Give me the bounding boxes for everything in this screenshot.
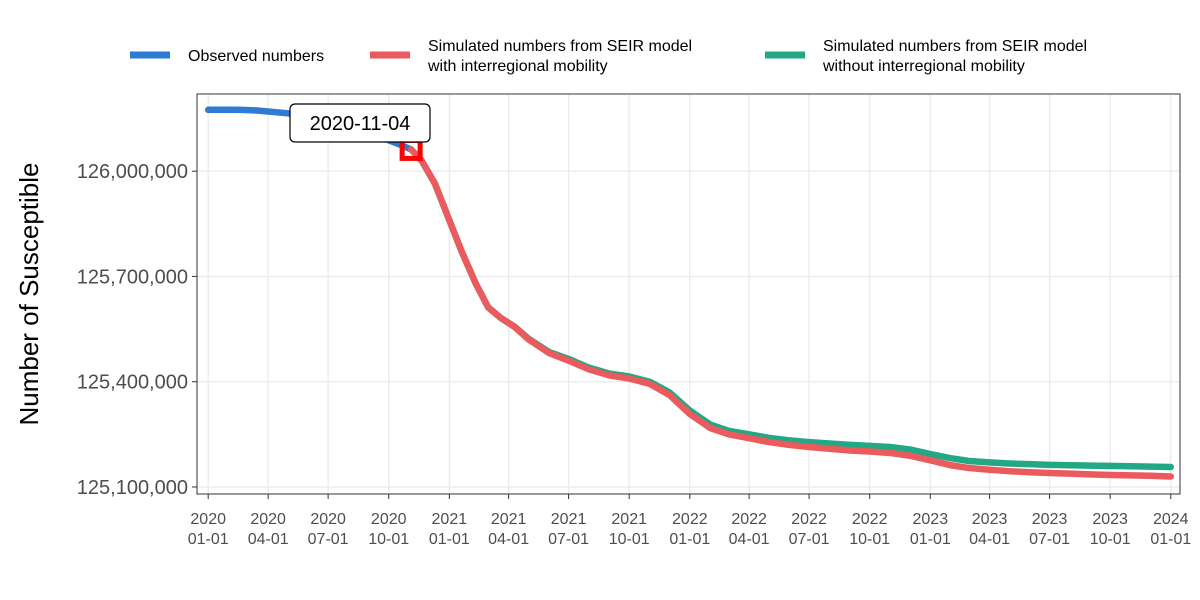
x-tick-label: 2022 10-01 (849, 511, 890, 548)
legend-item: Simulated numbers from SEIR model without… (765, 38, 1087, 75)
x-tick-label: 2023 10-01 (1090, 511, 1131, 548)
x-tick-label: 2022 04-01 (729, 511, 770, 548)
y-axis: 125,100,000 125,400,000 125,700,000 126,000… (77, 161, 197, 499)
x-tick-label: 2022 01-01 (669, 511, 710, 548)
legend-label: Simulated numbers from SEIR model without… (822, 38, 1087, 75)
legend-item: Simulated numbers from SEIR model with in… (370, 38, 692, 75)
gridlines (197, 94, 1180, 494)
x-tick-label: 2020 07-01 (308, 511, 349, 548)
annotation-group: 2020-11-04 (289, 103, 431, 161)
x-tick-label: 2024 01-01 (1150, 511, 1191, 548)
x-tick-label: 2023 01-01 (910, 511, 951, 548)
plot-area (197, 94, 1180, 494)
y-tick-label: 125,100,000 (77, 477, 188, 499)
x-tick-label: 2023 07-01 (1029, 511, 1070, 548)
x-tick-label: 2021 04-01 (488, 511, 529, 548)
legend-label: Observed numbers (188, 48, 324, 65)
y-tick-label: 125,400,000 (77, 372, 188, 394)
series-line-with-mobility (407, 146, 1175, 480)
date-callout-label: 2020-11-04 (310, 113, 411, 135)
x-tick-label: 2020 01-01 (188, 511, 229, 548)
x-axis: 2020 01-01 2020 04-01 2020 07-01 2020 10-01 2021… (188, 494, 1191, 548)
legend-label: Simulated numbers from SEIR model with in… (427, 38, 692, 75)
date-callout-box (289, 103, 431, 143)
x-tick-label: 2021 07-01 (548, 511, 589, 548)
x-tick-label: 2022 07-01 (789, 511, 830, 548)
y-tick-label: 125,700,000 (77, 266, 188, 288)
legend: Observed numbers Simulated numbers from S… (130, 38, 1087, 75)
legend-item: Observed numbers (130, 48, 324, 65)
x-tick-label: 2023 04-01 (969, 511, 1010, 548)
x-tick-label: 2020 10-01 (368, 511, 409, 548)
x-tick-label: 2021 01-01 (429, 511, 470, 548)
plot-border (196, 93, 1181, 495)
x-tick-label: 2021 10-01 (609, 511, 650, 548)
x-tick-label: 2020 04-01 (248, 511, 289, 548)
y-tick-label: 126,000,000 (77, 161, 188, 183)
y-axis-label: Number of Susceptible (14, 162, 44, 425)
